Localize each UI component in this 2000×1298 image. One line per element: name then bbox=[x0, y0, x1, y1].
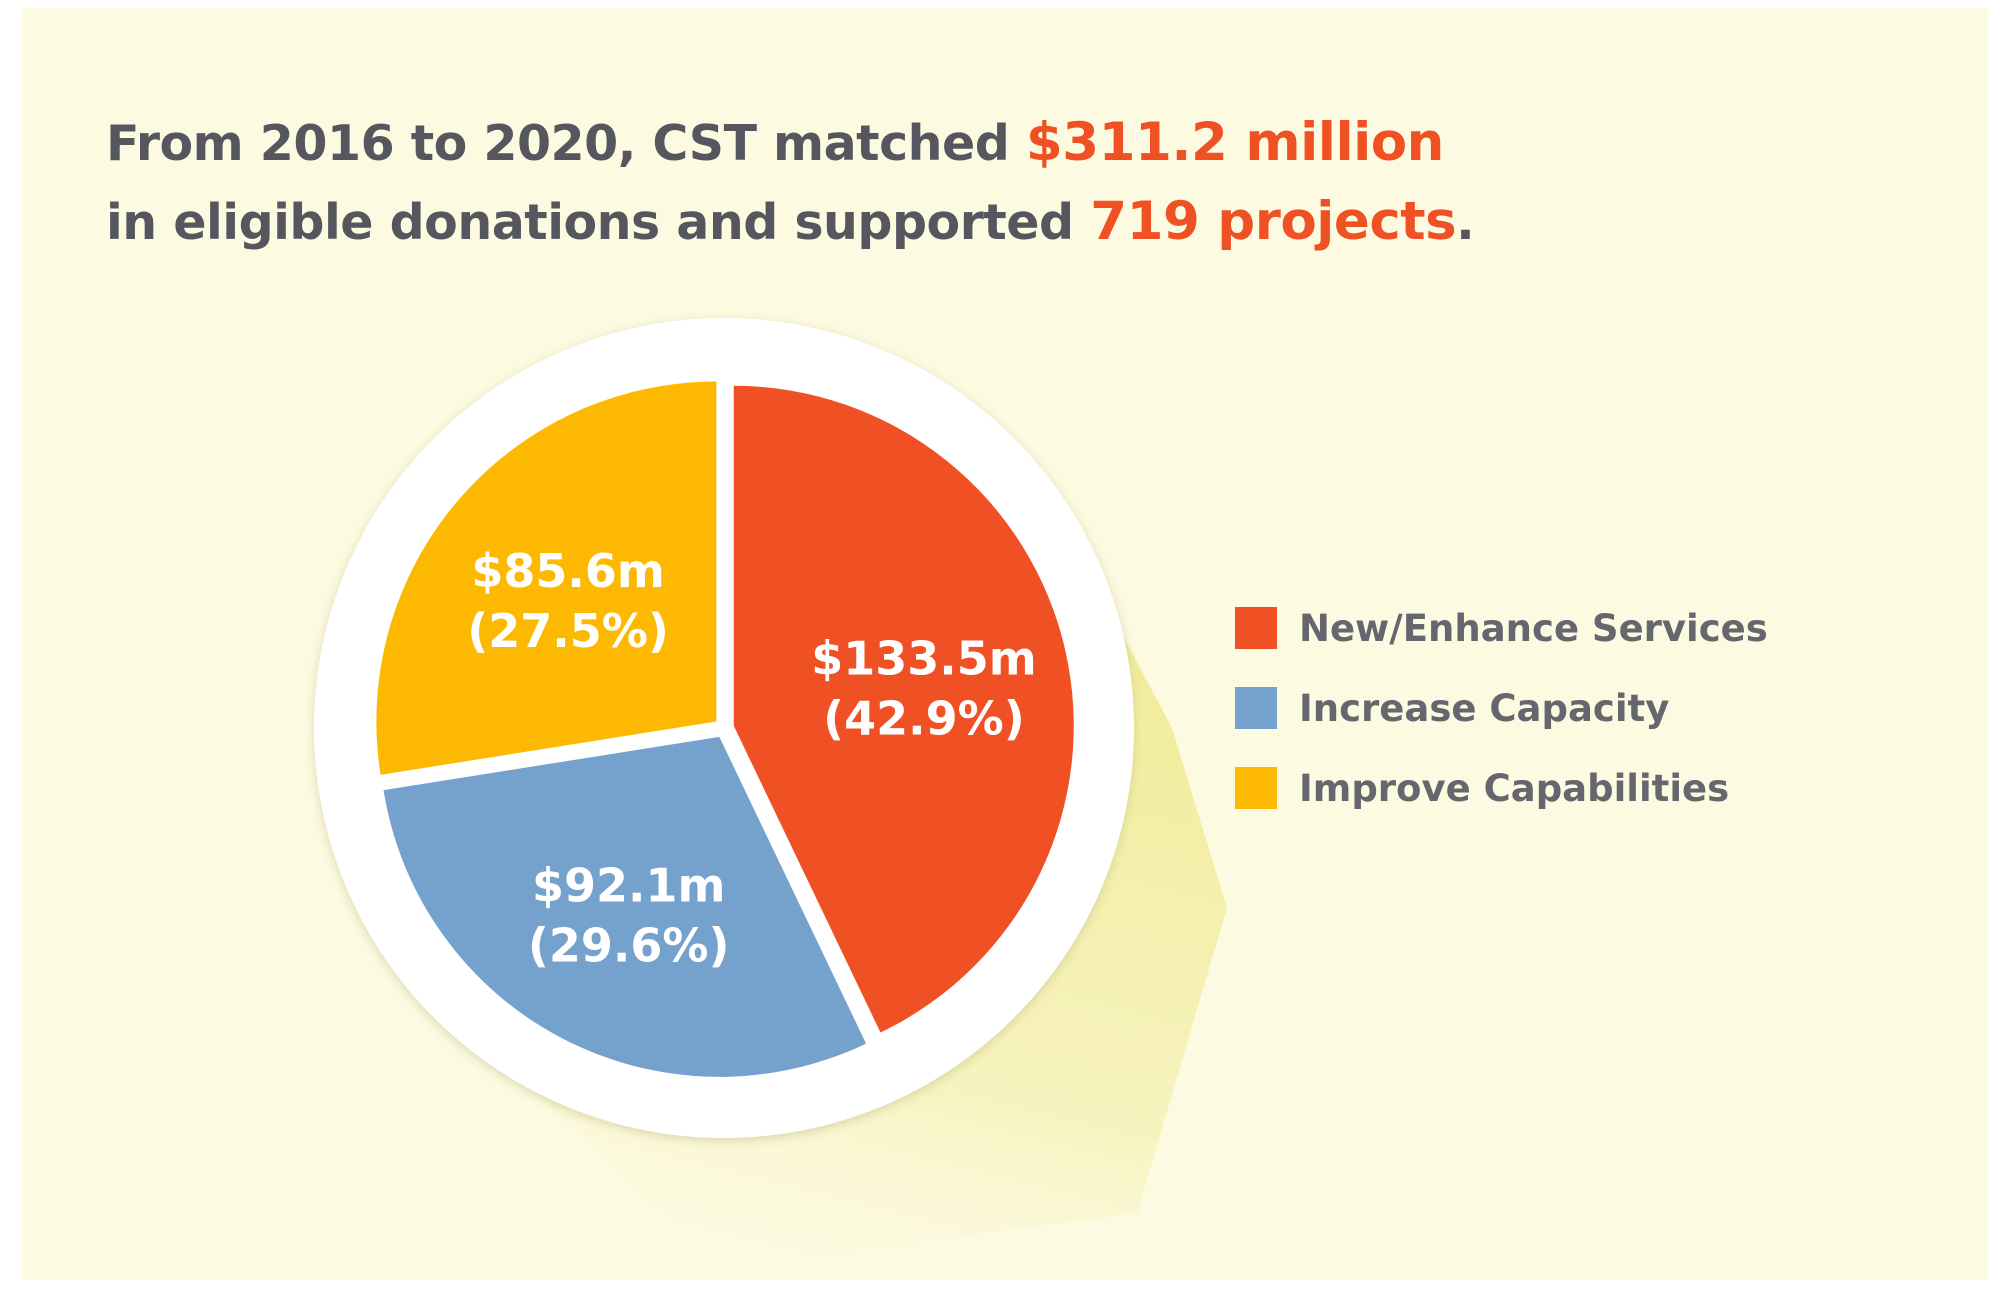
pie-chart: $133.5m (42.9%) $92.1m (29.6%) $85.6m (27.5%) bbox=[314, 318, 1227, 1268]
slice-percent-label: (42.9%) bbox=[823, 692, 1025, 746]
long-shadow bbox=[477, 483, 1227, 1268]
slice-value-label: $85.6m bbox=[471, 544, 664, 598]
headline-amount-highlight: $311.2 million bbox=[1025, 112, 1445, 173]
slice-value-label: $92.1m bbox=[532, 858, 725, 912]
legend-item-improve-capabilities: Improve Capabilities bbox=[1235, 748, 1768, 828]
infographic-panel: $133.5m (42.9%) $92.1m (29.6%) $85.6m (27.5%)… bbox=[22, 8, 1988, 1280]
legend-item-new-enhance-services: New/Enhance Services bbox=[1235, 588, 1768, 668]
headline-line2-prefix: in eligible donations and supported bbox=[106, 194, 1091, 251]
slice-percent-label: (29.6%) bbox=[528, 918, 730, 972]
pie-slice-improve-capabilities bbox=[376, 381, 717, 775]
pie-slice-new-enhance-services bbox=[733, 385, 1074, 1033]
slice-percent-label: (27.5%) bbox=[467, 604, 669, 658]
pie-slice-increase-capacity bbox=[383, 736, 867, 1077]
legend-label: Improve Capabilities bbox=[1299, 766, 1730, 810]
headline-projects-highlight: 719 projects bbox=[1090, 191, 1457, 252]
legend-item-increase-capacity: Increase Capacity bbox=[1235, 668, 1768, 748]
headline-line2-suffix: . bbox=[1456, 194, 1475, 251]
headline: From 2016 to 2020, CST matched $311.2 mi… bbox=[106, 104, 1475, 262]
legend: New/Enhance Services Increase Capacity I… bbox=[1235, 588, 1768, 828]
legend-label: Increase Capacity bbox=[1299, 686, 1670, 730]
legend-label: New/Enhance Services bbox=[1299, 606, 1768, 650]
legend-swatch bbox=[1235, 767, 1277, 809]
legend-swatch bbox=[1235, 687, 1277, 729]
slice-value-label: $133.5m bbox=[811, 632, 1036, 686]
headline-line1-prefix: From 2016 to 2020, CST matched bbox=[106, 115, 1026, 172]
legend-swatch bbox=[1235, 607, 1277, 649]
